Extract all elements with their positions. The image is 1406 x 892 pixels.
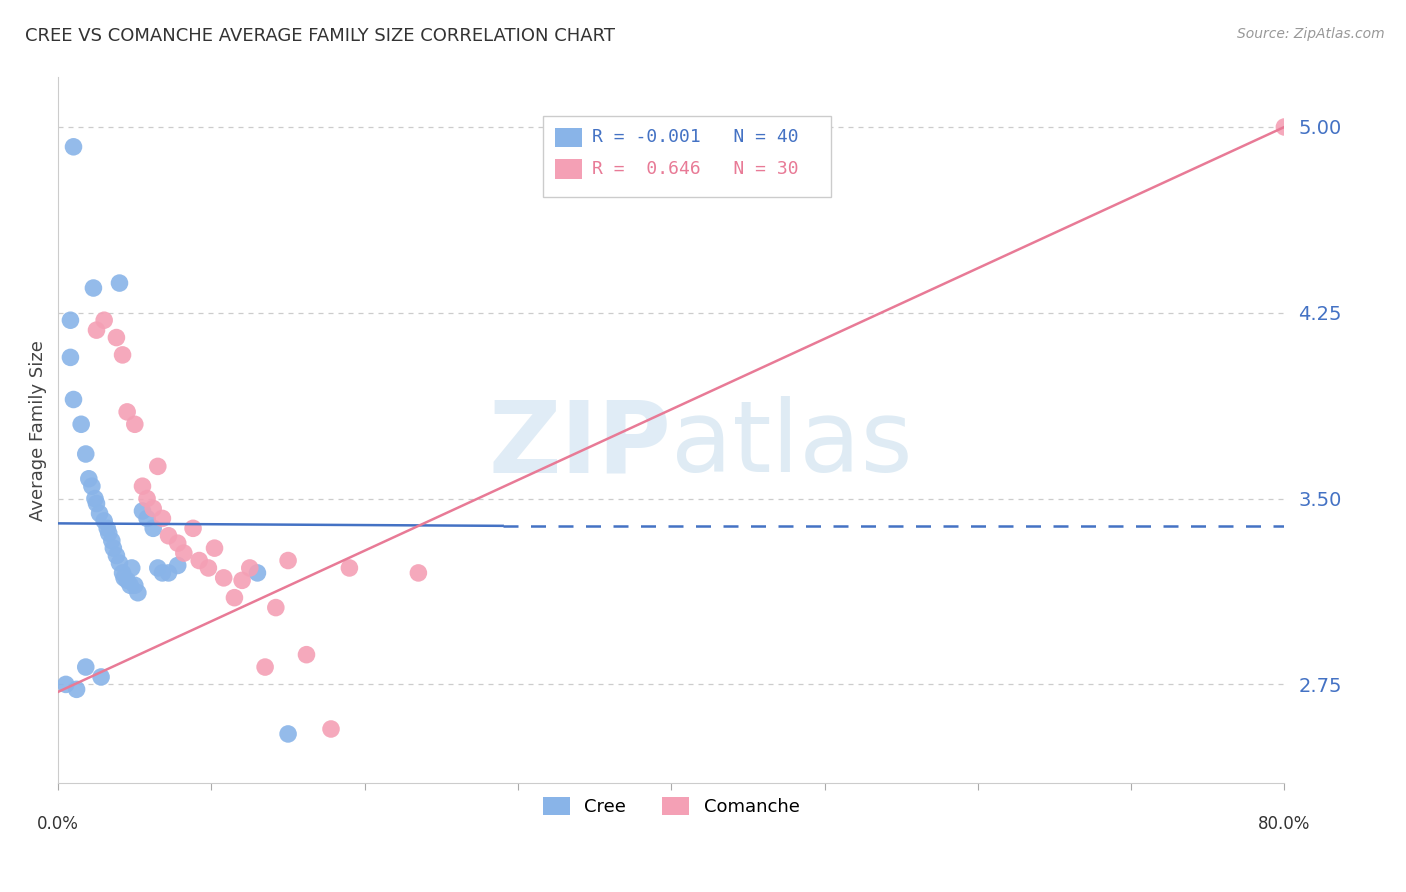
Point [146, 459, 169, 474]
Point [80, 479, 103, 493]
Point [86, 323, 108, 337]
Text: Source: ZipAtlas.com: Source: ZipAtlas.com [1237, 27, 1385, 41]
Point [166, 536, 188, 550]
Point [96, 521, 118, 535]
Point [277, 727, 299, 741]
Point [84, 491, 107, 506]
Point [188, 553, 211, 567]
Point [131, 479, 153, 493]
Point [103, 541, 125, 556]
Point [136, 511, 159, 525]
Point [111, 348, 134, 362]
Point [136, 491, 159, 506]
Point [121, 561, 143, 575]
Bar [555, 160, 582, 179]
Point [70, 417, 93, 432]
Point [246, 566, 269, 580]
Point [212, 571, 235, 585]
Point [124, 578, 146, 592]
Point [1274, 120, 1296, 134]
Point [108, 556, 131, 570]
Point [166, 558, 188, 573]
Text: ZIP: ZIP [488, 396, 671, 493]
Point [142, 501, 165, 516]
Point [62, 392, 84, 407]
Point [65, 682, 87, 697]
Point [82, 281, 104, 295]
Text: R = -0.001   N = 40: R = -0.001 N = 40 [592, 128, 799, 146]
Point [408, 566, 430, 580]
Point [75, 660, 97, 674]
Point [231, 574, 253, 588]
Text: CREE VS COMANCHE AVERAGE FAMILY SIZE CORRELATION CHART: CREE VS COMANCHE AVERAGE FAMILY SIZE COR… [25, 27, 616, 45]
Point [120, 578, 142, 592]
Point [105, 330, 128, 344]
Point [204, 541, 226, 556]
Point [181, 521, 204, 535]
Point [239, 561, 262, 575]
Point [173, 546, 195, 560]
Y-axis label: Average Family Size: Average Family Size [30, 340, 46, 521]
Legend: Cree, Comanche: Cree, Comanche [534, 788, 808, 825]
Point [157, 566, 180, 580]
Point [295, 648, 318, 662]
Point [55, 677, 77, 691]
Point [277, 553, 299, 567]
Point [59, 313, 82, 327]
Text: 80.0%: 80.0% [1258, 815, 1310, 833]
Text: 0.0%: 0.0% [37, 815, 79, 833]
Point [108, 276, 131, 290]
Point [127, 586, 149, 600]
Point [152, 566, 174, 580]
FancyBboxPatch shape [543, 116, 831, 197]
Point [97, 526, 120, 541]
Point [112, 571, 135, 585]
Point [131, 504, 153, 518]
Bar [555, 128, 582, 147]
Point [59, 351, 82, 365]
Point [101, 533, 124, 548]
Point [115, 574, 138, 588]
Point [90, 670, 112, 684]
Point [157, 529, 180, 543]
Point [152, 511, 174, 525]
Point [93, 313, 115, 327]
Point [93, 514, 115, 528]
Point [62, 140, 84, 154]
Point [124, 417, 146, 432]
Point [111, 566, 134, 580]
Point [264, 600, 287, 615]
Point [142, 521, 165, 535]
Point [146, 561, 169, 575]
Point [339, 561, 361, 575]
Point [89, 507, 111, 521]
Point [319, 722, 342, 736]
Point [197, 561, 219, 575]
Point [115, 405, 138, 419]
Text: atlas: atlas [671, 396, 912, 493]
Point [86, 497, 108, 511]
Point [105, 549, 128, 563]
Point [224, 591, 246, 605]
Text: R =  0.646   N = 30: R = 0.646 N = 30 [592, 161, 799, 178]
Point [254, 660, 277, 674]
Point [77, 472, 100, 486]
Point [75, 447, 97, 461]
